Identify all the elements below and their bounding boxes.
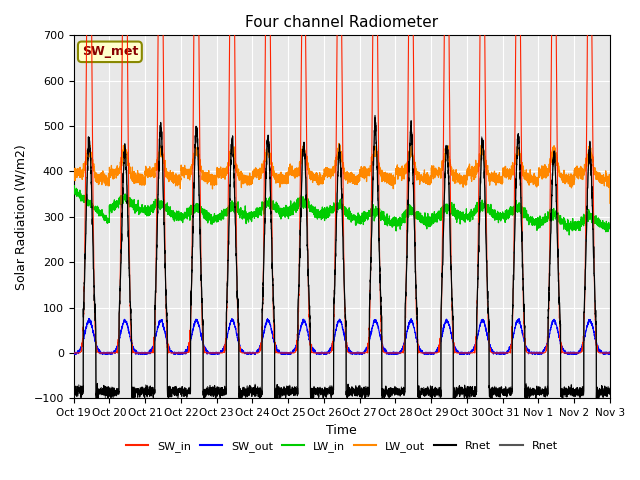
Title: Four channel Radiometer: Four channel Radiometer [245,15,438,30]
X-axis label: Time: Time [326,424,357,437]
Legend: SW_in, SW_out, LW_in, LW_out, Rnet, Rnet: SW_in, SW_out, LW_in, LW_out, Rnet, Rnet [122,437,562,456]
Y-axis label: Solar Radiation (W/m2): Solar Radiation (W/m2) [15,144,28,290]
Text: SW_met: SW_met [82,45,138,58]
